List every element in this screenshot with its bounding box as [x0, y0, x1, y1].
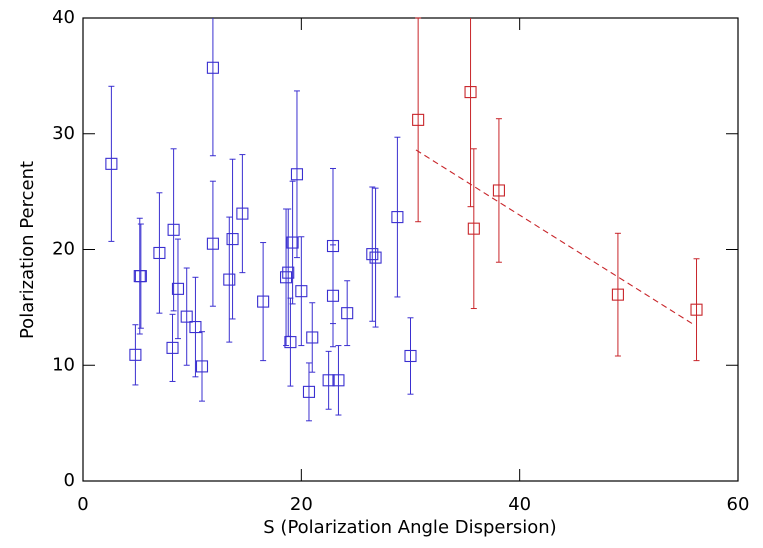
- point: [332, 374, 345, 387]
- point: [206, 61, 219, 74]
- point: [105, 157, 118, 170]
- point: [279, 271, 293, 284]
- error-bar: [192, 276, 199, 378]
- point: [369, 251, 382, 264]
- point: [326, 289, 340, 302]
- error-bar: [132, 324, 139, 386]
- point: [223, 273, 236, 286]
- point: [226, 233, 239, 246]
- error-bar: [229, 158, 236, 320]
- error-bar: [344, 280, 351, 347]
- y-tick-label: 20: [52, 239, 75, 260]
- error-bar: [260, 242, 267, 362]
- error-bar: [239, 154, 246, 274]
- x-axis-label: S (Polarization Angle Dispersion): [263, 517, 556, 538]
- error-bar: [372, 187, 379, 328]
- point: [690, 303, 703, 316]
- point: [236, 207, 249, 220]
- error-bar: [614, 232, 621, 357]
- error-bar: [293, 90, 300, 259]
- point: [366, 248, 379, 261]
- error-bar: [209, 180, 216, 307]
- error-bar: [170, 148, 177, 312]
- point: [412, 113, 425, 126]
- point: [322, 374, 335, 387]
- error-bar: [169, 313, 176, 382]
- point: [171, 282, 185, 295]
- point: [167, 223, 180, 236]
- error-bar: [226, 216, 233, 343]
- y-axis-label: Polarization Percent: [17, 161, 38, 339]
- x-tick-label: 20: [290, 494, 313, 515]
- point: [404, 349, 417, 363]
- error-bar: [137, 223, 144, 329]
- y-tick-label: 30: [52, 123, 75, 144]
- point: [611, 288, 624, 301]
- y-tick-label: 0: [64, 470, 75, 491]
- plot-frame: [82, 17, 739, 482]
- error-bar: [495, 118, 502, 263]
- point: [464, 86, 477, 99]
- x-tick-label: 40: [508, 494, 531, 515]
- point: [129, 348, 142, 361]
- error-bar: [298, 236, 305, 347]
- point: [195, 360, 209, 373]
- point: [166, 341, 179, 354]
- x-tick-label: 0: [77, 494, 88, 515]
- point: [341, 307, 354, 320]
- error-bar: [467, 18, 474, 208]
- point: [153, 246, 166, 260]
- point: [391, 211, 404, 224]
- point: [295, 285, 308, 298]
- error-bar: [174, 238, 181, 340]
- point: [284, 336, 297, 349]
- y-tick-label: 40: [52, 7, 75, 28]
- point: [467, 222, 480, 235]
- error-bar: [325, 350, 332, 410]
- point: [134, 270, 147, 283]
- error-bar: [156, 192, 163, 314]
- point: [286, 236, 299, 249]
- point: [180, 310, 193, 323]
- error-bar: [407, 317, 414, 395]
- error-bar: [289, 180, 296, 305]
- point: [282, 266, 295, 279]
- error-bar: [309, 302, 316, 373]
- error-bar: [198, 331, 205, 402]
- point: [492, 184, 505, 197]
- y-tick-label: 10: [52, 354, 75, 375]
- error-bar: [369, 186, 376, 322]
- x-tick-label: 60: [727, 494, 750, 515]
- error-bar: [329, 244, 336, 348]
- error-bar: [108, 85, 115, 242]
- error-bar: [394, 136, 401, 298]
- error-bar: [183, 267, 190, 366]
- error-bar: [136, 217, 143, 335]
- point: [189, 321, 202, 334]
- point: [290, 168, 304, 181]
- point: [306, 331, 319, 344]
- fit-line: [415, 149, 693, 325]
- error-bar: [335, 345, 342, 416]
- point: [257, 295, 270, 308]
- point: [206, 237, 219, 250]
- error-bar: [470, 148, 477, 310]
- error-bar: [693, 258, 700, 362]
- error-bar: [209, 18, 216, 157]
- point: [302, 385, 316, 398]
- error-bar: [415, 17, 422, 223]
- error-bar: [305, 362, 312, 422]
